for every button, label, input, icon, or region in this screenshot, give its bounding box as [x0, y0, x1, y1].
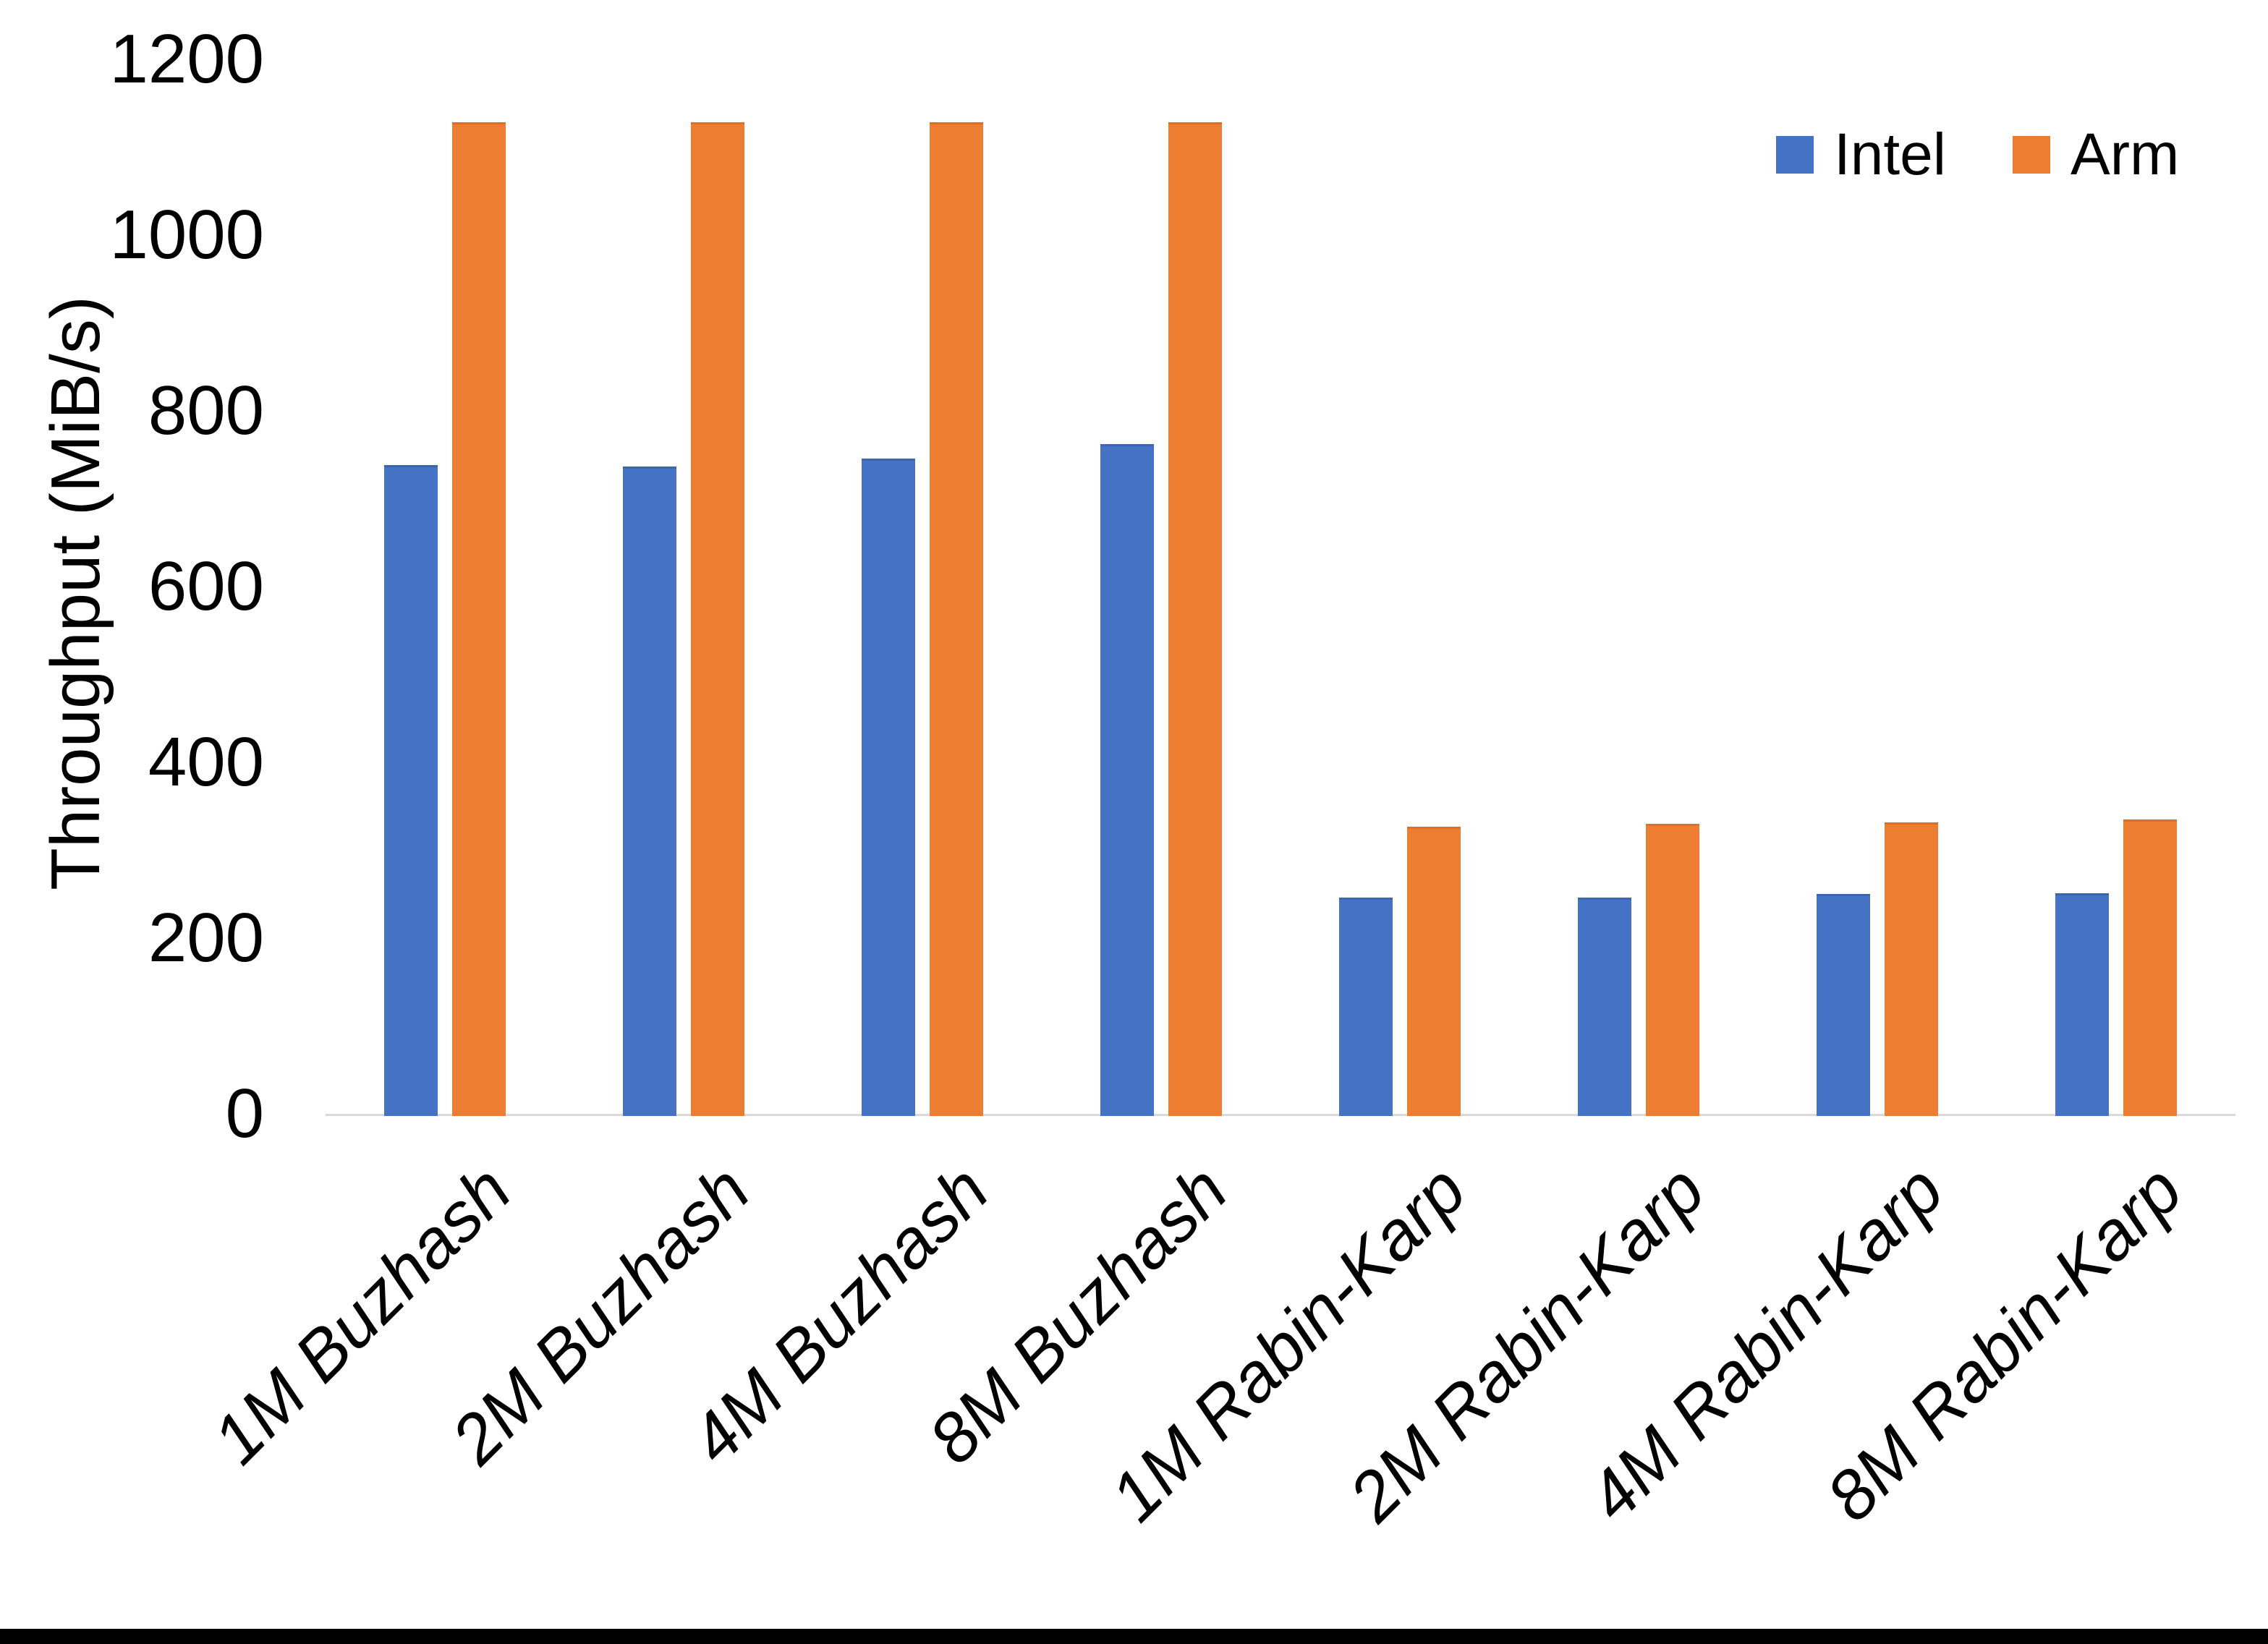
bar-intel-6 [1578, 898, 1631, 1116]
bar-intel-8 [2055, 893, 2109, 1116]
y-tick-label: 800 [148, 372, 264, 449]
bar-intel-4 [1100, 444, 1154, 1116]
legend-item-intel: Intel [1776, 122, 1946, 188]
bar-intel-2 [623, 466, 676, 1116]
y-tick-label: 600 [148, 548, 264, 625]
y-tick-label: 1000 [109, 196, 264, 273]
bar-arm-5 [1407, 826, 1461, 1116]
legend-label-arm: Arm [2070, 122, 2180, 187]
arm-series-swatch-icon [2013, 136, 2050, 174]
bar-intel-1 [384, 465, 438, 1116]
bar-intel-7 [1817, 894, 1870, 1116]
y-tick-label: 0 [225, 1075, 264, 1152]
bar-intel-3 [862, 458, 915, 1116]
y-tick-label: 1200 [109, 20, 264, 98]
legend-label-intel: Intel [1834, 122, 1946, 187]
bar-arm-3 [930, 122, 983, 1116]
y-tick-label: 400 [148, 723, 264, 801]
y-tick-label: 200 [148, 899, 264, 976]
x-axis-line [326, 1114, 2235, 1116]
legend-item-arm: Arm [2013, 122, 2179, 188]
bar-arm-4 [1168, 122, 1222, 1116]
bar-arm-8 [2123, 819, 2177, 1116]
bar-arm-7 [1885, 822, 1938, 1116]
bar-arm-6 [1646, 824, 1699, 1116]
legend: Intel Arm [1776, 122, 2179, 188]
bar-intel-5 [1339, 898, 1393, 1116]
bar-arm-1 [452, 122, 506, 1116]
intel-series-swatch-icon [1776, 136, 1814, 174]
bar-arm-2 [691, 122, 744, 1116]
bottom-border-bar [0, 1629, 2268, 1644]
